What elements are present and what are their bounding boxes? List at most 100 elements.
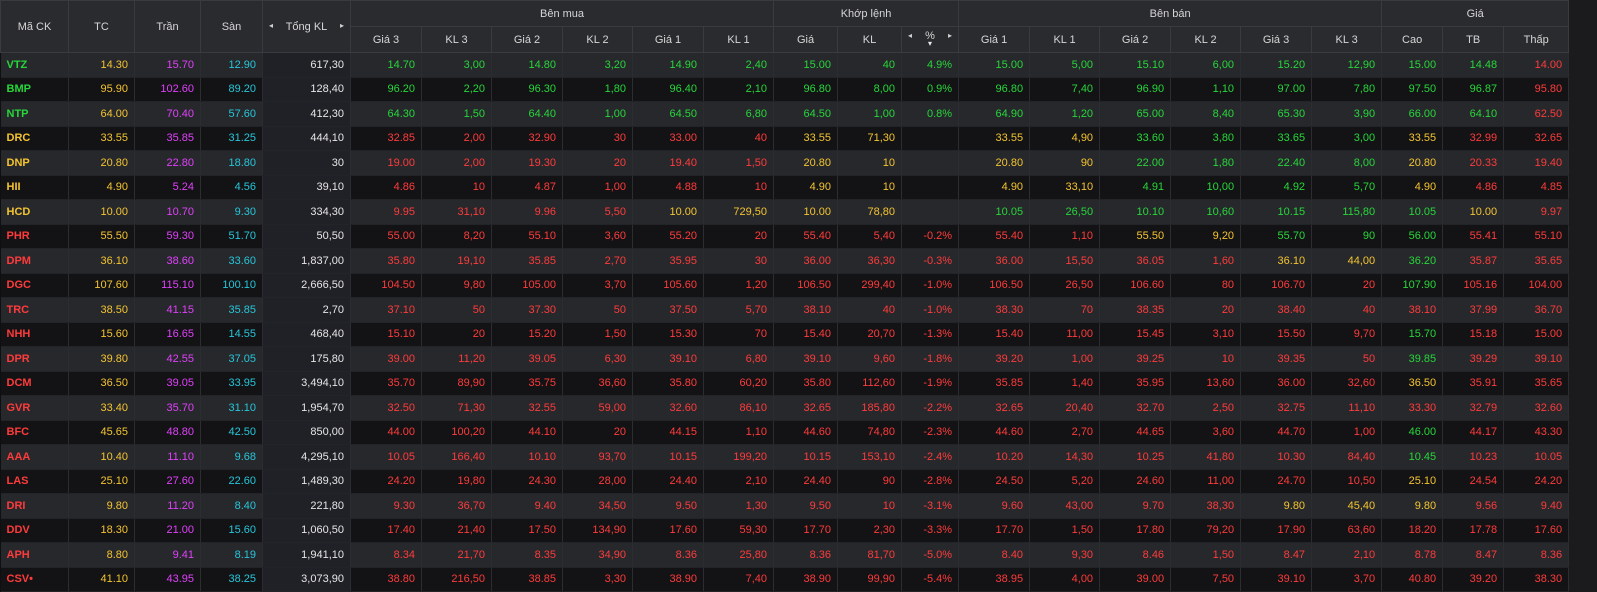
low-price-cell: 35.65 [1503,371,1570,396]
table-row[interactable]: APH 8.80 9.41 8.19 1,941,10 8.34 21,70 8.35 34,9… [0,542,1570,568]
buy-vol3-cell: 71,30 [421,395,492,421]
header-match-vol[interactable]: KL [837,26,903,53]
table-row[interactable]: DDV 18.30 21.00 15.60 1,060,50 17.40 21,40 17.5… [0,518,1570,543]
symbol-cell[interactable]: AAA [0,444,69,470]
sell-vol1-cell: 5,20 [1029,469,1101,494]
symbol-cell[interactable]: LAS [0,469,69,494]
buy-vol3-cell: 21,40 [421,518,492,543]
header-match-group: Khớp lệnh [773,0,960,27]
table-row[interactable]: GVR 33.40 35.70 31.10 1,954,70 32.50 71,30 32.5… [0,395,1570,421]
low-price-cell: 55.10 [1503,224,1570,249]
table-row[interactable]: BMP 95.90 102.60 89.20 128,40 96.20 2,20 96.30 1… [0,77,1570,102]
symbol-cell[interactable]: DCM [0,371,69,396]
sell-price1-cell: 24.50 [958,469,1031,494]
floor-price-cell: 18.80 [200,150,263,176]
avg-price-cell: 9.56 [1442,493,1505,519]
ceil-price-cell: 10.70 [134,199,201,225]
table-row[interactable]: NHH 15.60 16.65 14.55 468,40 15.10 20 15.20 1,50… [0,322,1570,347]
table-row[interactable]: DRC 33.55 35.85 31.25 444,10 32.85 2,00 32.90 30… [0,126,1570,151]
header-buy-vol3[interactable]: KL 3 [421,26,492,53]
buy-price1-cell: 39.10 [632,346,704,372]
right-arrow-icon[interactable]: ▸ [948,30,953,40]
sell-vol3-cell: 8,00 [1311,150,1383,176]
header-ref[interactable]: TC [68,0,135,53]
header-sell-vol2[interactable]: KL 2 [1170,26,1242,53]
symbol-cell[interactable]: DNP [0,150,69,176]
sell-price3-cell: 39.10 [1240,567,1313,592]
header-buy-vol1[interactable]: KL 1 [702,26,775,53]
table-row[interactable]: DCM 36.50 39.05 33.95 3,494,10 35.70 89,90 35.7… [0,371,1570,396]
table-row[interactable]: PHR 55.50 59.30 51.70 50,50 55.00 8,20 55.10 3,6… [0,224,1570,249]
symbol-cell[interactable]: NTP [0,101,69,127]
symbol-cell[interactable]: HCD [0,199,69,225]
header-match-price[interactable]: Giá [773,26,839,53]
table-row[interactable]: BFC 45.65 48.80 42.50 850,00 44.00 100,20 44.10… [0,420,1570,445]
table-row[interactable]: AAA 10.40 11.10 9.68 4,295,10 10.05 166,40 10.1… [0,444,1570,470]
match-price-cell: 38.10 [773,297,839,323]
floor-price-cell: 51.70 [200,224,263,249]
table-row[interactable]: HII 4.90 5.24 4.56 39,10 4.86 10 4.87 1,00 4.88 10… [0,175,1570,200]
buy-price1-cell: 96.40 [632,77,704,102]
table-row[interactable]: DPR 39.80 42.55 37.05 175,80 39.00 11,20 39.05 6… [0,346,1570,372]
sell-vol2-cell: 1,80 [1170,150,1242,176]
symbol-cell[interactable]: DPM [0,248,69,274]
header-total-vol[interactable]: ◂ Tổng KL ▸ [262,0,351,53]
header-avg[interactable]: TB [1442,26,1505,53]
header-buy-price3[interactable]: Giá 3 [350,26,422,53]
symbol-cell[interactable]: HII [0,175,69,200]
table-row[interactable]: HCD 10.00 10.70 9.30 334,30 9.95 31,10 9.96 5,50… [0,199,1570,225]
sell-price1-cell: 15.40 [958,322,1031,347]
table-row[interactable]: VTZ 14.30 15.70 12.90 617,30 14.70 3,00 14.80 3,… [0,52,1570,78]
header-buy-vol2[interactable]: KL 2 [562,26,633,53]
symbol-cell[interactable]: BMP [0,77,69,102]
sell-vol1-cell: 15,50 [1029,248,1101,274]
table-row[interactable]: NTP 64.00 70.40 57.60 412,30 64.30 1,50 64.40 1,… [0,101,1570,127]
header-sell-vol1[interactable]: KL 1 [1029,26,1101,53]
header-sell-price2[interactable]: Giá 2 [1099,26,1172,53]
table-row[interactable]: LAS 25.10 27.60 22.60 1,489,30 24.20 19,80 24.3… [0,469,1570,494]
header-low[interactable]: Thấp [1503,26,1570,53]
header-sell-price1[interactable]: Giá 1 [958,26,1031,53]
total-vol-cell: 850,00 [262,420,351,445]
table-row[interactable]: DGC 107.60 115.10 100.10 2,666,50 104.50 9,80 1… [0,273,1570,298]
table-row[interactable]: TRC 38.50 41.15 35.85 2,70 37.10 50 37.30 50 37.5… [0,297,1570,323]
table-row[interactable]: DNP 20.80 22.80 18.80 30 19.00 2,00 19.30 20 19.4… [0,150,1570,176]
symbol-cell[interactable]: CSV• [0,567,69,592]
header-sell-price3[interactable]: Giá 3 [1240,26,1313,53]
buy-vol1-cell: 70 [703,322,775,347]
header-ceil[interactable]: Trần [134,0,201,53]
symbol-cell[interactable]: DRI [0,493,69,519]
header-buy-price2[interactable]: Giá 2 [491,26,563,53]
sort-down-icon[interactable]: ▾ [928,38,933,48]
symbol-cell[interactable]: DGC [0,273,69,298]
header-sell-vol3[interactable]: KL 3 [1311,26,1383,53]
table-row[interactable]: CSV• 41.10 43.95 38.25 3,073,90 38.80 216,50 38… [0,567,1570,592]
sell-price1-cell: 96.80 [958,77,1031,102]
symbol-cell[interactable]: APH [0,542,69,568]
ceil-price-cell: 41.15 [134,297,201,323]
left-arrow-icon[interactable]: ◂ [269,20,274,30]
table-row[interactable]: DRI 9.80 11.20 8.40 221,80 9.30 36,70 9.40 34,50… [0,493,1570,519]
symbol-cell[interactable]: NHH [0,322,69,347]
table-row[interactable]: DPM 36.10 38.60 33.60 1,837,00 35.80 19,10 35.8… [0,248,1570,274]
symbol-cell[interactable]: DDV [0,518,69,543]
symbol-cell[interactable]: DPR [0,346,69,372]
buy-price2-cell: 39.05 [491,346,563,372]
left-arrow-icon[interactable]: ◂ [908,30,913,40]
buy-price1-cell: 8.36 [632,542,704,568]
symbol-cell[interactable]: BFC [0,420,69,445]
symbol-cell[interactable]: TRC [0,297,69,323]
header-match-pct[interactable]: ◂ % ▾ ▸ [901,26,960,53]
header-buy-price1[interactable]: Giá 1 [632,26,704,53]
symbol-cell[interactable]: DRC [0,126,69,151]
symbol-cell[interactable]: VTZ [0,52,69,78]
buy-vol3-cell: 19,80 [421,469,492,494]
header-symbol[interactable]: Mã CK [0,0,69,53]
symbol-cell[interactable]: PHR [0,224,69,249]
header-high[interactable]: Cao [1381,26,1444,53]
symbol-cell[interactable]: GVR [0,395,69,421]
header-floor[interactable]: Sàn [200,0,263,53]
right-arrow-icon[interactable]: ▸ [339,20,344,30]
sell-vol2-cell: 10,00 [1170,175,1242,200]
match-pct-cell: -3.3% [901,518,960,543]
